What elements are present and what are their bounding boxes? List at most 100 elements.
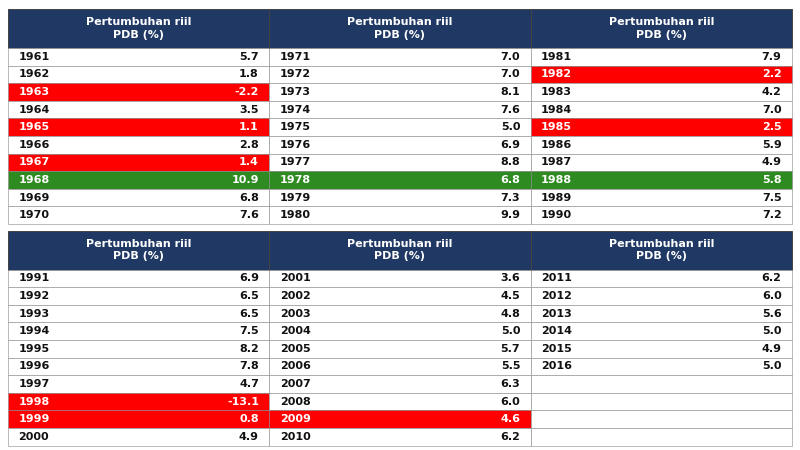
Text: 1978: 1978	[280, 175, 311, 185]
Text: 1961: 1961	[18, 52, 50, 62]
Text: 2005: 2005	[280, 344, 310, 354]
Text: 10.9: 10.9	[231, 175, 259, 185]
Text: 4.8: 4.8	[500, 309, 520, 319]
Text: 5.8: 5.8	[762, 175, 782, 185]
Text: 7.3: 7.3	[501, 193, 520, 202]
Text: 5.7: 5.7	[501, 344, 520, 354]
Text: 1997: 1997	[18, 379, 50, 389]
Text: 2001: 2001	[280, 274, 310, 284]
Text: 6.9: 6.9	[239, 274, 259, 284]
Text: 6.0: 6.0	[762, 291, 782, 301]
Text: 4.9: 4.9	[762, 158, 782, 167]
Text: 5.7: 5.7	[239, 52, 259, 62]
Text: 2.2: 2.2	[762, 69, 782, 80]
Text: 8.1: 8.1	[501, 87, 520, 97]
Text: 2007: 2007	[280, 379, 310, 389]
Text: 6.2: 6.2	[762, 274, 782, 284]
Text: 1996: 1996	[18, 361, 50, 371]
Text: 7.9: 7.9	[762, 52, 782, 62]
Text: 2012: 2012	[541, 291, 572, 301]
Text: 5.0: 5.0	[501, 326, 520, 336]
Text: 4.9: 4.9	[762, 344, 782, 354]
Text: 6.0: 6.0	[501, 396, 520, 406]
Text: 0.8: 0.8	[239, 414, 259, 424]
Text: 5.6: 5.6	[762, 309, 782, 319]
Text: 2016: 2016	[541, 361, 572, 371]
Text: 1988: 1988	[541, 175, 572, 185]
Text: 7.0: 7.0	[501, 52, 520, 62]
Text: 7.5: 7.5	[762, 193, 782, 202]
Text: 6.8: 6.8	[500, 175, 520, 185]
Text: 8.8: 8.8	[501, 158, 520, 167]
Text: 2004: 2004	[280, 326, 310, 336]
Text: 1962: 1962	[18, 69, 50, 80]
Text: 2015: 2015	[541, 344, 572, 354]
Text: 6.5: 6.5	[239, 309, 259, 319]
Text: Pertumbuhan riil
PDB (%): Pertumbuhan riil PDB (%)	[86, 239, 191, 261]
Text: 1991: 1991	[18, 274, 50, 284]
Text: 7.2: 7.2	[762, 210, 782, 220]
Text: 1969: 1969	[18, 193, 50, 202]
Text: 2013: 2013	[541, 309, 572, 319]
Text: 1998: 1998	[18, 396, 50, 406]
Text: 1977: 1977	[280, 158, 311, 167]
Text: 2014: 2014	[541, 326, 572, 336]
Text: 1984: 1984	[541, 104, 572, 115]
Text: 6.3: 6.3	[501, 379, 520, 389]
Text: 5.5: 5.5	[501, 361, 520, 371]
Text: 2008: 2008	[280, 396, 310, 406]
Text: 4.6: 4.6	[500, 414, 520, 424]
Text: Pertumbuhan riil
PDB (%): Pertumbuhan riil PDB (%)	[609, 18, 714, 40]
Text: 4.5: 4.5	[501, 291, 520, 301]
Text: 4.9: 4.9	[239, 432, 259, 442]
Text: 1982: 1982	[541, 69, 572, 80]
Text: 1989: 1989	[541, 193, 572, 202]
Text: 4.7: 4.7	[239, 379, 259, 389]
Text: 1999: 1999	[18, 414, 50, 424]
Text: 2003: 2003	[280, 309, 310, 319]
Text: 1975: 1975	[280, 122, 310, 132]
Text: 1986: 1986	[541, 140, 572, 150]
Text: 7.6: 7.6	[500, 104, 520, 115]
Text: 1.1: 1.1	[239, 122, 259, 132]
Text: 1990: 1990	[541, 210, 572, 220]
Text: 2006: 2006	[280, 361, 310, 371]
Text: Pertumbuhan riil
PDB (%): Pertumbuhan riil PDB (%)	[347, 18, 453, 40]
Text: 1972: 1972	[280, 69, 311, 80]
Text: 1995: 1995	[18, 344, 50, 354]
Text: 1980: 1980	[280, 210, 310, 220]
Text: 1965: 1965	[18, 122, 50, 132]
Text: 3.5: 3.5	[239, 104, 259, 115]
Text: 1987: 1987	[541, 158, 572, 167]
Text: 7.6: 7.6	[239, 210, 259, 220]
Text: 1994: 1994	[18, 326, 50, 336]
Text: Pertumbuhan riil
PDB (%): Pertumbuhan riil PDB (%)	[86, 18, 191, 40]
Text: 1.8: 1.8	[239, 69, 259, 80]
Text: 8.2: 8.2	[239, 344, 259, 354]
Text: 1.4: 1.4	[239, 158, 259, 167]
Text: 7.5: 7.5	[239, 326, 259, 336]
Text: 1971: 1971	[280, 52, 311, 62]
Text: 6.2: 6.2	[500, 432, 520, 442]
Text: 2.8: 2.8	[239, 140, 259, 150]
Text: Pertumbuhan riil
PDB (%): Pertumbuhan riil PDB (%)	[609, 239, 714, 261]
Text: 5.0: 5.0	[501, 122, 520, 132]
Text: 2.5: 2.5	[762, 122, 782, 132]
Text: Pertumbuhan riil
PDB (%): Pertumbuhan riil PDB (%)	[347, 239, 453, 261]
Text: 7.0: 7.0	[501, 69, 520, 80]
Text: 1967: 1967	[18, 158, 50, 167]
Text: 1963: 1963	[18, 87, 50, 97]
Text: 5.0: 5.0	[762, 361, 782, 371]
Text: 1974: 1974	[280, 104, 311, 115]
Text: 2009: 2009	[280, 414, 310, 424]
Text: 1976: 1976	[280, 140, 311, 150]
Text: -2.2: -2.2	[234, 87, 259, 97]
Text: 1968: 1968	[18, 175, 50, 185]
Text: 3.6: 3.6	[501, 274, 520, 284]
Text: 7.8: 7.8	[239, 361, 259, 371]
Text: 2011: 2011	[541, 274, 572, 284]
Text: 6.5: 6.5	[239, 291, 259, 301]
Text: 6.8: 6.8	[239, 193, 259, 202]
Text: 1966: 1966	[18, 140, 50, 150]
Text: 4.2: 4.2	[762, 87, 782, 97]
